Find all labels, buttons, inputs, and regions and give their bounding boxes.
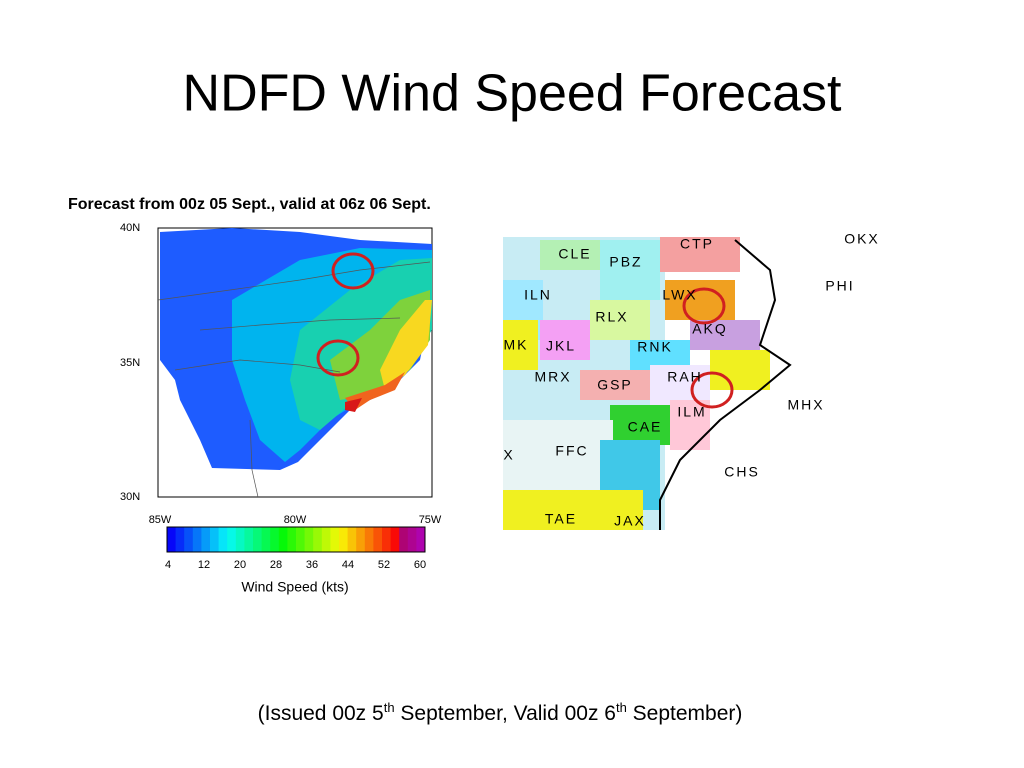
office-label: LWX: [662, 287, 697, 303]
colorbar-swatch: [356, 527, 366, 552]
colorbar-swatch: [364, 527, 374, 552]
colorbar-swatch: [201, 527, 211, 552]
colorbar-swatch: [304, 527, 314, 552]
colorbar-swatch: [373, 527, 383, 552]
office-label: CTP: [680, 236, 714, 252]
lat-label: 40N: [120, 222, 140, 234]
office-label: JKL: [546, 338, 576, 354]
office-label: CLE: [558, 246, 591, 262]
office-label: PHI: [825, 278, 854, 294]
colorbar-swatch: [313, 527, 323, 552]
colorbar-swatch: [210, 527, 220, 552]
colorbar-swatch: [399, 527, 409, 552]
office-label: AKQ: [692, 321, 728, 337]
colorbar-swatch: [227, 527, 237, 552]
colorbar-tick-label: 44: [342, 559, 354, 571]
office-label: JAX: [614, 513, 646, 529]
caption-text: September): [626, 702, 743, 725]
wind-map: [157, 227, 433, 498]
colorbar-tick-label: 60: [414, 559, 426, 571]
office-label: OKX: [844, 231, 880, 247]
colorbar-tick-label: 28: [270, 559, 282, 571]
office-label: MK: [504, 337, 529, 353]
colorbar-swatch: [390, 527, 400, 552]
colorbar-swatch: [407, 527, 417, 552]
caption: (Issued 00z 5th September, Valid 00z 6th…: [0, 700, 1000, 726]
lon-label: 85W: [149, 514, 172, 526]
colorbar-swatch: [192, 527, 202, 552]
lon-label: 80W: [284, 514, 307, 526]
office-label: ILN: [524, 287, 552, 303]
lon-label: 75W: [419, 514, 442, 526]
office-label: ILM: [677, 404, 706, 420]
colorbar-swatch: [235, 527, 245, 552]
colorbar-swatch: [416, 527, 426, 552]
office-labels: CLE CTP OKX PBZ PHI ILN RLX LWX AKQ MK JKL RNK MRX GS…: [503, 231, 880, 529]
colorbar-swatch: [330, 527, 340, 552]
colorbar-swatch: [321, 527, 331, 552]
colorbar-swatch: [347, 527, 357, 552]
colorbar-swatch: [296, 527, 306, 552]
colorbar-tick-label: 36: [306, 559, 318, 571]
caption-superscript: th: [383, 700, 395, 715]
office-label: MHX: [787, 397, 824, 413]
colorbar-swatch: [244, 527, 254, 552]
office-label: FFC: [555, 443, 588, 459]
colorbar-tick-label: 20: [234, 559, 246, 571]
office-label: RLX: [595, 309, 628, 325]
lat-label: 35N: [120, 357, 140, 369]
slide-title: NDFD Wind Speed Forecast: [183, 65, 842, 123]
colorbar-swatch: [253, 527, 263, 552]
office-label: CHS: [724, 464, 760, 480]
colorbar-swatch: [278, 527, 288, 552]
map-title: Forecast from 00z 05 Sept., valid at 06z…: [68, 196, 431, 213]
colorbar-swatch: [287, 527, 297, 552]
colorbar-swatch: [270, 527, 280, 552]
office-label: GSP: [597, 377, 633, 393]
caption-superscript: th: [615, 700, 627, 715]
colorbar-swatch: [261, 527, 271, 552]
office-label: MRX: [534, 369, 571, 385]
colorbar-swatch: [382, 527, 392, 552]
colorbar-tick-label: 52: [378, 559, 390, 571]
colorbar-swatch: [339, 527, 349, 552]
office-label: CAE: [628, 419, 663, 435]
colorbar-frame: [166, 526, 426, 553]
colorbar-swatch: [175, 527, 185, 552]
colorbar-tick-label: 4: [165, 559, 171, 571]
colorbar: 4 12 20 28 36 44 52 60: [165, 526, 426, 571]
lat-label: 30N: [120, 491, 140, 503]
office-label: X: [503, 447, 514, 463]
colorbar-tick-label: 12: [198, 559, 210, 571]
colorbar-swatch: [218, 527, 228, 552]
caption-text: (Issued 00z 5: [257, 702, 384, 725]
office-label: TAE: [545, 511, 577, 527]
office-label: PBZ: [609, 254, 642, 270]
office-label: RNK: [637, 339, 673, 355]
colorbar-swatch: [167, 527, 177, 552]
colorbar-swatch: [184, 527, 194, 552]
office-label: RAH: [667, 369, 703, 385]
caption-text: September, Valid 00z 6: [394, 702, 616, 725]
office-map: [503, 237, 792, 530]
colorbar-label: Wind Speed (kts): [241, 579, 348, 595]
